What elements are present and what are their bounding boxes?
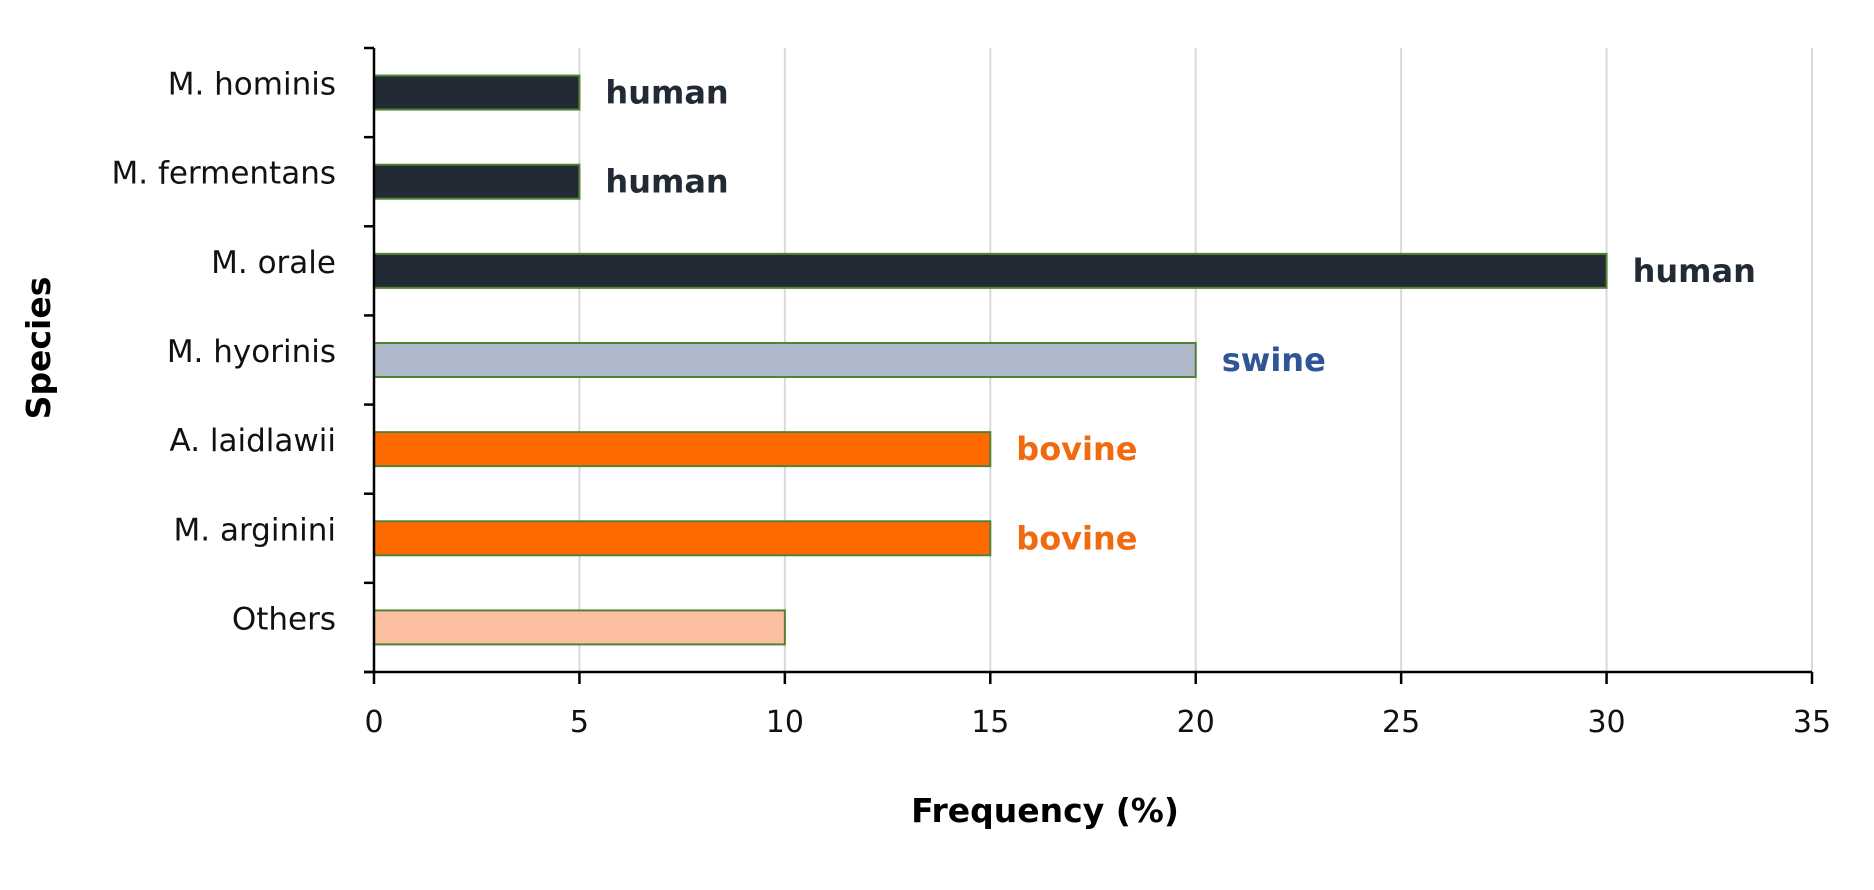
category-label: A. laidlawii bbox=[170, 423, 336, 459]
y-axis-title: Species bbox=[19, 277, 58, 420]
data-label-swine: swine bbox=[1222, 341, 1326, 379]
data-label-human: human bbox=[1633, 252, 1756, 290]
labels: M. hominis human M. fermentans human M. oral… bbox=[111, 67, 1831, 740]
category-label: M. fermentans bbox=[111, 156, 336, 192]
x-axis-title: Frequency (%) bbox=[911, 791, 1179, 830]
category-label: M. hominis bbox=[168, 67, 336, 103]
x-tick-label: 35 bbox=[1793, 705, 1831, 740]
x-tick-label: 30 bbox=[1587, 705, 1625, 740]
axes bbox=[364, 46, 1814, 684]
bar-others bbox=[373, 609, 786, 646]
bar-m-hyorinis bbox=[373, 342, 1197, 378]
x-tick-label: 0 bbox=[364, 705, 383, 740]
data-label-bovine: bovine bbox=[1016, 519, 1137, 557]
category-label: Others bbox=[232, 601, 336, 637]
x-tick-label: 5 bbox=[570, 705, 589, 740]
category-label: M. arginini bbox=[174, 512, 336, 548]
bars bbox=[373, 74, 1608, 646]
data-label-bovine: bovine bbox=[1016, 430, 1137, 468]
bar-m-fermentans bbox=[373, 163, 581, 200]
data-label-human: human bbox=[605, 74, 728, 112]
category-label: M. hyorinis bbox=[167, 334, 336, 370]
x-tick-label: 10 bbox=[766, 705, 804, 740]
category-label: M. orale bbox=[211, 245, 336, 281]
bar-a-laidlawii bbox=[373, 431, 992, 468]
bar-m-hominis bbox=[373, 74, 581, 111]
x-tick-label: 20 bbox=[1177, 705, 1215, 740]
data-label-human: human bbox=[605, 163, 728, 201]
bar-m-arginini bbox=[373, 520, 992, 557]
x-tick-label: 25 bbox=[1382, 705, 1420, 740]
x-tick-label: 15 bbox=[971, 705, 1009, 740]
bar-m-orale bbox=[373, 252, 1608, 289]
